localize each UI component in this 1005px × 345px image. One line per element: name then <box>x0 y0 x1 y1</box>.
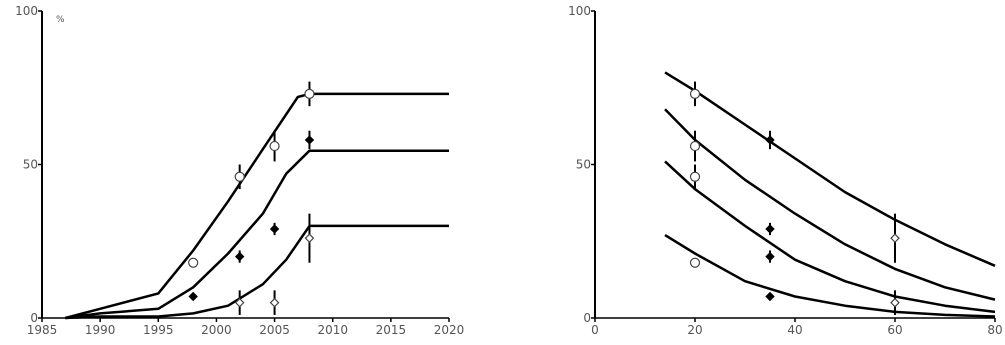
left-x-tick-label: 2010 <box>317 323 348 337</box>
left-x-tick-label: 2020 <box>434 323 465 337</box>
left-x-tick-label: 2015 <box>376 323 407 337</box>
right-point-diamond-filled <box>765 135 775 145</box>
right-series-line <box>664 160 996 314</box>
right-point-diamond-filled <box>765 251 775 262</box>
right-chart: 0 20 40 60 80 0 50 100 <box>568 4 1003 337</box>
right-point-diamond-filled <box>765 291 775 302</box>
left-point-circle <box>269 140 280 152</box>
left-y-tick-label: 100 <box>15 4 38 18</box>
right-point-diamond-filled <box>765 224 775 234</box>
right-point-diamond-open <box>890 297 900 308</box>
right-point-circle <box>689 88 701 99</box>
left-point-diamond-filled <box>188 291 198 302</box>
left-x-tick-label: 2000 <box>201 323 232 337</box>
right-point-circle <box>689 257 701 268</box>
left-x-tick-label: 1990 <box>85 323 116 337</box>
left-series-line <box>65 149 449 320</box>
left-y-tick-label: 0 <box>30 311 38 325</box>
left-point-diamond-open <box>304 233 315 244</box>
left-point-diamond-open <box>234 297 245 308</box>
right-y-tick-label: 0 <box>583 311 591 325</box>
left-point-circle <box>304 88 315 99</box>
left-x-tick-label: 1995 <box>143 323 174 337</box>
left-point-circle <box>188 257 199 268</box>
right-series-line <box>664 234 996 318</box>
right-point-diamond-open <box>890 233 900 244</box>
right-x-tick-label: 0 <box>591 323 599 337</box>
right-x-tick-label: 80 <box>987 323 1002 337</box>
right-y-tick-label: 100 <box>568 4 591 18</box>
left-unit-label: % <box>56 15 65 25</box>
left-x-tick-label: 1985 <box>27 323 58 337</box>
left-point-diamond-open <box>269 297 280 308</box>
left-point-diamond-filled <box>269 224 280 234</box>
left-y-tick-label: 50 <box>23 158 38 172</box>
right-series-line <box>664 108 996 301</box>
right-x-tick-label: 20 <box>687 323 702 337</box>
left-series-line <box>64 92 449 320</box>
left-x-tick-label: 2005 <box>259 323 290 337</box>
right-point-circle <box>689 140 701 152</box>
left-series-line <box>65 224 449 320</box>
right-x-tick-label: 40 <box>787 323 802 337</box>
left-point-diamond-filled <box>234 251 245 262</box>
left-point-circle <box>234 171 245 182</box>
right-point-circle <box>689 171 701 182</box>
right-series-line <box>664 71 996 267</box>
right-x-tick-label: 60 <box>887 323 902 337</box>
left-chart: 1985 1990 1995 2000 2005 2010 2015 2020 0 50 100% <box>15 4 464 337</box>
right-y-tick-label: 50 <box>576 158 591 172</box>
left-point-diamond-filled <box>304 135 315 145</box>
